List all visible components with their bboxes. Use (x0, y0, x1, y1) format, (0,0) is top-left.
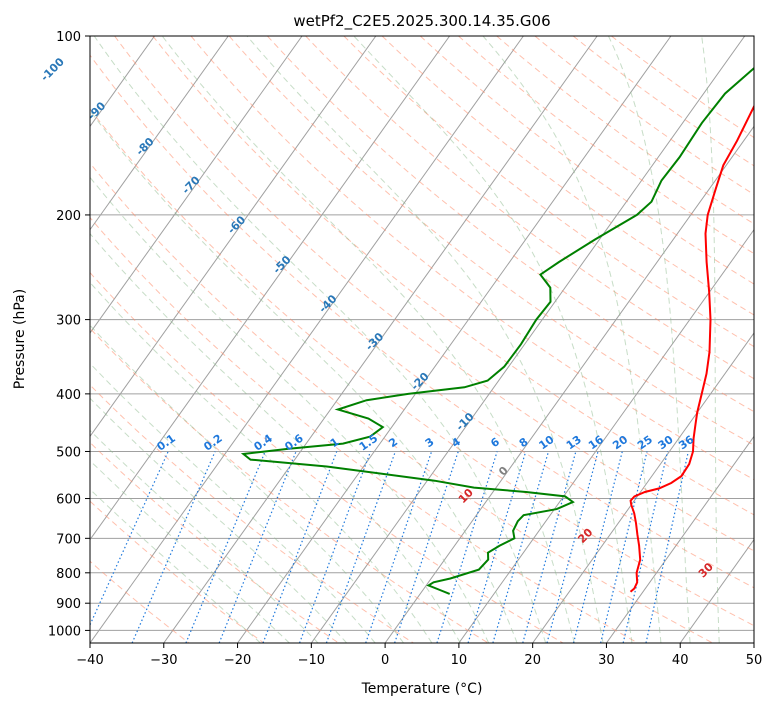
mixing-ratio-line (522, 451, 577, 643)
dry-adiabat-line (90, 500, 265, 643)
moist-adiabat-line (90, 459, 290, 643)
dry-adiabat-line (114, 36, 754, 552)
x-tick-label: −40 (76, 653, 103, 668)
isotherm-line (532, 332, 754, 643)
x-tick-label: 0 (381, 653, 389, 668)
y-axis-label: Pressure (hPa) (12, 289, 28, 389)
y-tick-label: 900 (56, 597, 81, 612)
dry-adiabat-line (90, 54, 754, 589)
dry-adiabat-line (90, 162, 713, 643)
dry-adiabat-line (267, 36, 754, 413)
mixing-ratio-line (90, 451, 169, 627)
isotherm-line (90, 36, 451, 541)
dry-adiabat-line (572, 36, 754, 167)
x-tick-label: 10 (451, 653, 468, 668)
dry-adiabat-line (228, 36, 754, 446)
isotherm-line (237, 36, 672, 643)
axis-layer: −40 −30 −20 −10 0 10 20 30 40 50 100 200 300 400 500 60… (48, 30, 762, 668)
y-tick-label: 500 (56, 446, 81, 461)
y-tick-label: 200 (56, 209, 81, 224)
isotherm-line (679, 538, 754, 643)
mixing-ratio-line (572, 451, 623, 643)
isotherm-line (384, 125, 754, 643)
y-tick-label: 600 (56, 493, 81, 508)
grid-layer (90, 36, 754, 643)
mixing-ratio-line (492, 451, 550, 643)
dry-adiabat-line (343, 36, 754, 348)
dry-adiabat-line (90, 216, 639, 643)
mixing-ratio-line (185, 451, 266, 643)
mixing-ratio-line (622, 451, 669, 643)
moist-adiabat-line (90, 429, 319, 643)
isotherm-line (90, 36, 377, 438)
isotherm-line (90, 36, 524, 643)
mixing-ratio-line (600, 451, 648, 643)
chart-title: wetPf2_C2E5.2025.300.14.35.G06 (293, 12, 550, 31)
temperature-line (629, 104, 754, 593)
dry-adiabat-line (496, 36, 754, 225)
dry-adiabat-line (305, 36, 754, 380)
dry-adiabat-line (90, 327, 489, 643)
isotherm-line (458, 228, 754, 643)
x-axis-label: Temperature (°C) (361, 681, 483, 697)
moist-adiabat-line (90, 362, 376, 643)
mixing-ratio-line (131, 451, 216, 643)
isotherm-line (90, 36, 303, 334)
moist-adiabat-line (90, 109, 518, 643)
profile-layer (240, 66, 754, 595)
x-tick-label: 40 (672, 653, 689, 668)
isotherm-line (606, 435, 754, 643)
dry-adiabat-line (90, 271, 564, 643)
mixing-ratio-line (365, 451, 433, 643)
isotherm-line (163, 36, 598, 643)
moist-adiabat-line (246, 36, 604, 643)
mixing-ratio-line (645, 451, 689, 643)
moist-adiabat-line (353, 36, 633, 643)
dry-adiabat-line (152, 36, 754, 516)
y-tick-label: 300 (56, 314, 81, 329)
dry-adiabat-line (90, 384, 414, 643)
moist-adiabat-line (90, 176, 490, 643)
dry-adiabat-line (190, 36, 754, 481)
x-tick-label: −20 (224, 653, 251, 668)
dewpoint-line (240, 66, 754, 595)
moist-adiabat-line (482, 36, 662, 643)
moist-adiabat-line (93, 36, 547, 643)
dry-adiabat-line (381, 36, 754, 316)
y-tick-label: 800 (56, 567, 81, 582)
mixing-ratio-line (436, 451, 498, 643)
moist-adiabat-line (90, 488, 261, 643)
dry-adiabat-line (90, 108, 754, 627)
moist-adiabat-line (608, 36, 691, 643)
y-tick-label: 700 (56, 532, 81, 547)
x-tick-label: −10 (298, 653, 325, 668)
x-tick-label: 30 (598, 653, 615, 668)
x-tick-label: 50 (746, 653, 763, 668)
moist-adiabat-line (701, 36, 720, 643)
plot-frame (89, 35, 755, 644)
moist-adiabat-line (90, 281, 433, 643)
isotherm-line (90, 36, 229, 231)
y-tick-label: 1000 (48, 624, 81, 639)
moist-adiabat-line (161, 36, 575, 643)
moist-adiabat-line (90, 232, 461, 643)
mixing-ratio-line (546, 451, 599, 643)
x-tick-label: −30 (150, 653, 177, 668)
moist-adiabat-line (90, 324, 404, 643)
x-tick-label: 20 (524, 653, 541, 668)
y-tick-label: 100 (56, 30, 81, 45)
y-tick-label: 400 (56, 388, 81, 403)
moist-adiabat-line (90, 397, 348, 643)
dry-adiabat-line (611, 36, 754, 139)
